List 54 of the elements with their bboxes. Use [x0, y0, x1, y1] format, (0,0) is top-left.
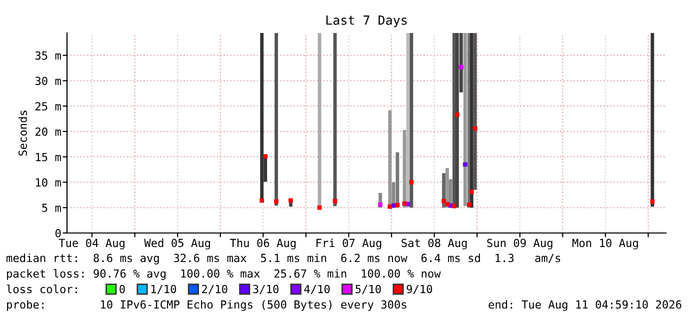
- point: [466, 202, 472, 207]
- text: packet loss: 90.76 % avg 100.00 % max 25.67 % min 100.00 % now: [7, 269, 441, 280]
- point: [395, 202, 400, 208]
- y-tick-label: 25 m: [36, 102, 61, 111]
- legend-label: 3/10: [253, 284, 278, 294]
- bar: [410, 33, 414, 208]
- point: [378, 202, 382, 207]
- legend-label: 9/10: [406, 284, 432, 294]
- x-tick-label: Fri 07 Aug: [316, 238, 382, 250]
- point: [445, 202, 450, 206]
- point: [454, 112, 460, 117]
- y-tick-label: 5 m: [42, 204, 61, 212]
- x-tick-label: Thu 06 Aug: [230, 238, 296, 250]
- point: [274, 199, 278, 204]
- y-tick-label: 30 m: [35, 76, 61, 86]
- text: probe: 10 IPv6-ICMP Echo Pings (500 Bytes) every 300s: [7, 300, 406, 311]
- y-tick-label: 20 m: [36, 127, 61, 136]
- bar: [470, 33, 474, 208]
- y-axis-title: Seconds: [18, 110, 27, 156]
- point: [462, 162, 468, 167]
- chart-title: Last 7 Days: [326, 16, 407, 28]
- bar: [463, 33, 467, 206]
- bar: [473, 33, 477, 190]
- point: [458, 64, 464, 70]
- y-tick-label: 10 m: [36, 178, 61, 187]
- y-tick-label: 35 m: [35, 51, 61, 60]
- bar: [455, 33, 459, 208]
- x-tick-label: Sun 09 Aug: [487, 238, 552, 250]
- x-tick-label: Sat 08 Aug: [402, 238, 467, 250]
- y-tick-label: 0: [55, 229, 61, 238]
- legend-label: 1/10: [151, 284, 176, 294]
- y-tick-label: 15 m: [36, 153, 61, 162]
- bar: [650, 33, 654, 207]
- point: [402, 201, 407, 206]
- point: [452, 204, 456, 208]
- point: [650, 199, 655, 204]
- x-tick-label: Mon 10 Aug: [572, 238, 638, 250]
- point: [288, 198, 293, 203]
- point: [469, 190, 474, 194]
- x-tick-label: Wed 05 Aug: [144, 238, 210, 250]
- bar: [274, 33, 278, 206]
- legend-label: 4/10: [304, 284, 330, 294]
- point: [260, 198, 264, 203]
- point: [472, 126, 478, 131]
- point: [317, 205, 322, 210]
- legend-title: loss color:: [6, 284, 77, 294]
- legend-label: 0: [120, 284, 125, 294]
- legend-label: 5/10: [356, 284, 381, 294]
- text: median rtt: 8.6 ms avg 32.6 ms max 5.1 ms min 6.2 ms now 6.4 ms sd 1.3 am/s: [6, 254, 560, 264]
- x-tick-label: Tue 04 Aug: [58, 238, 124, 250]
- point: [388, 204, 392, 209]
- bar: [406, 33, 410, 208]
- legend-label: 2/10: [202, 284, 228, 294]
- text: end: Tue Aug 11 04:59:10 2026: [488, 300, 682, 311]
